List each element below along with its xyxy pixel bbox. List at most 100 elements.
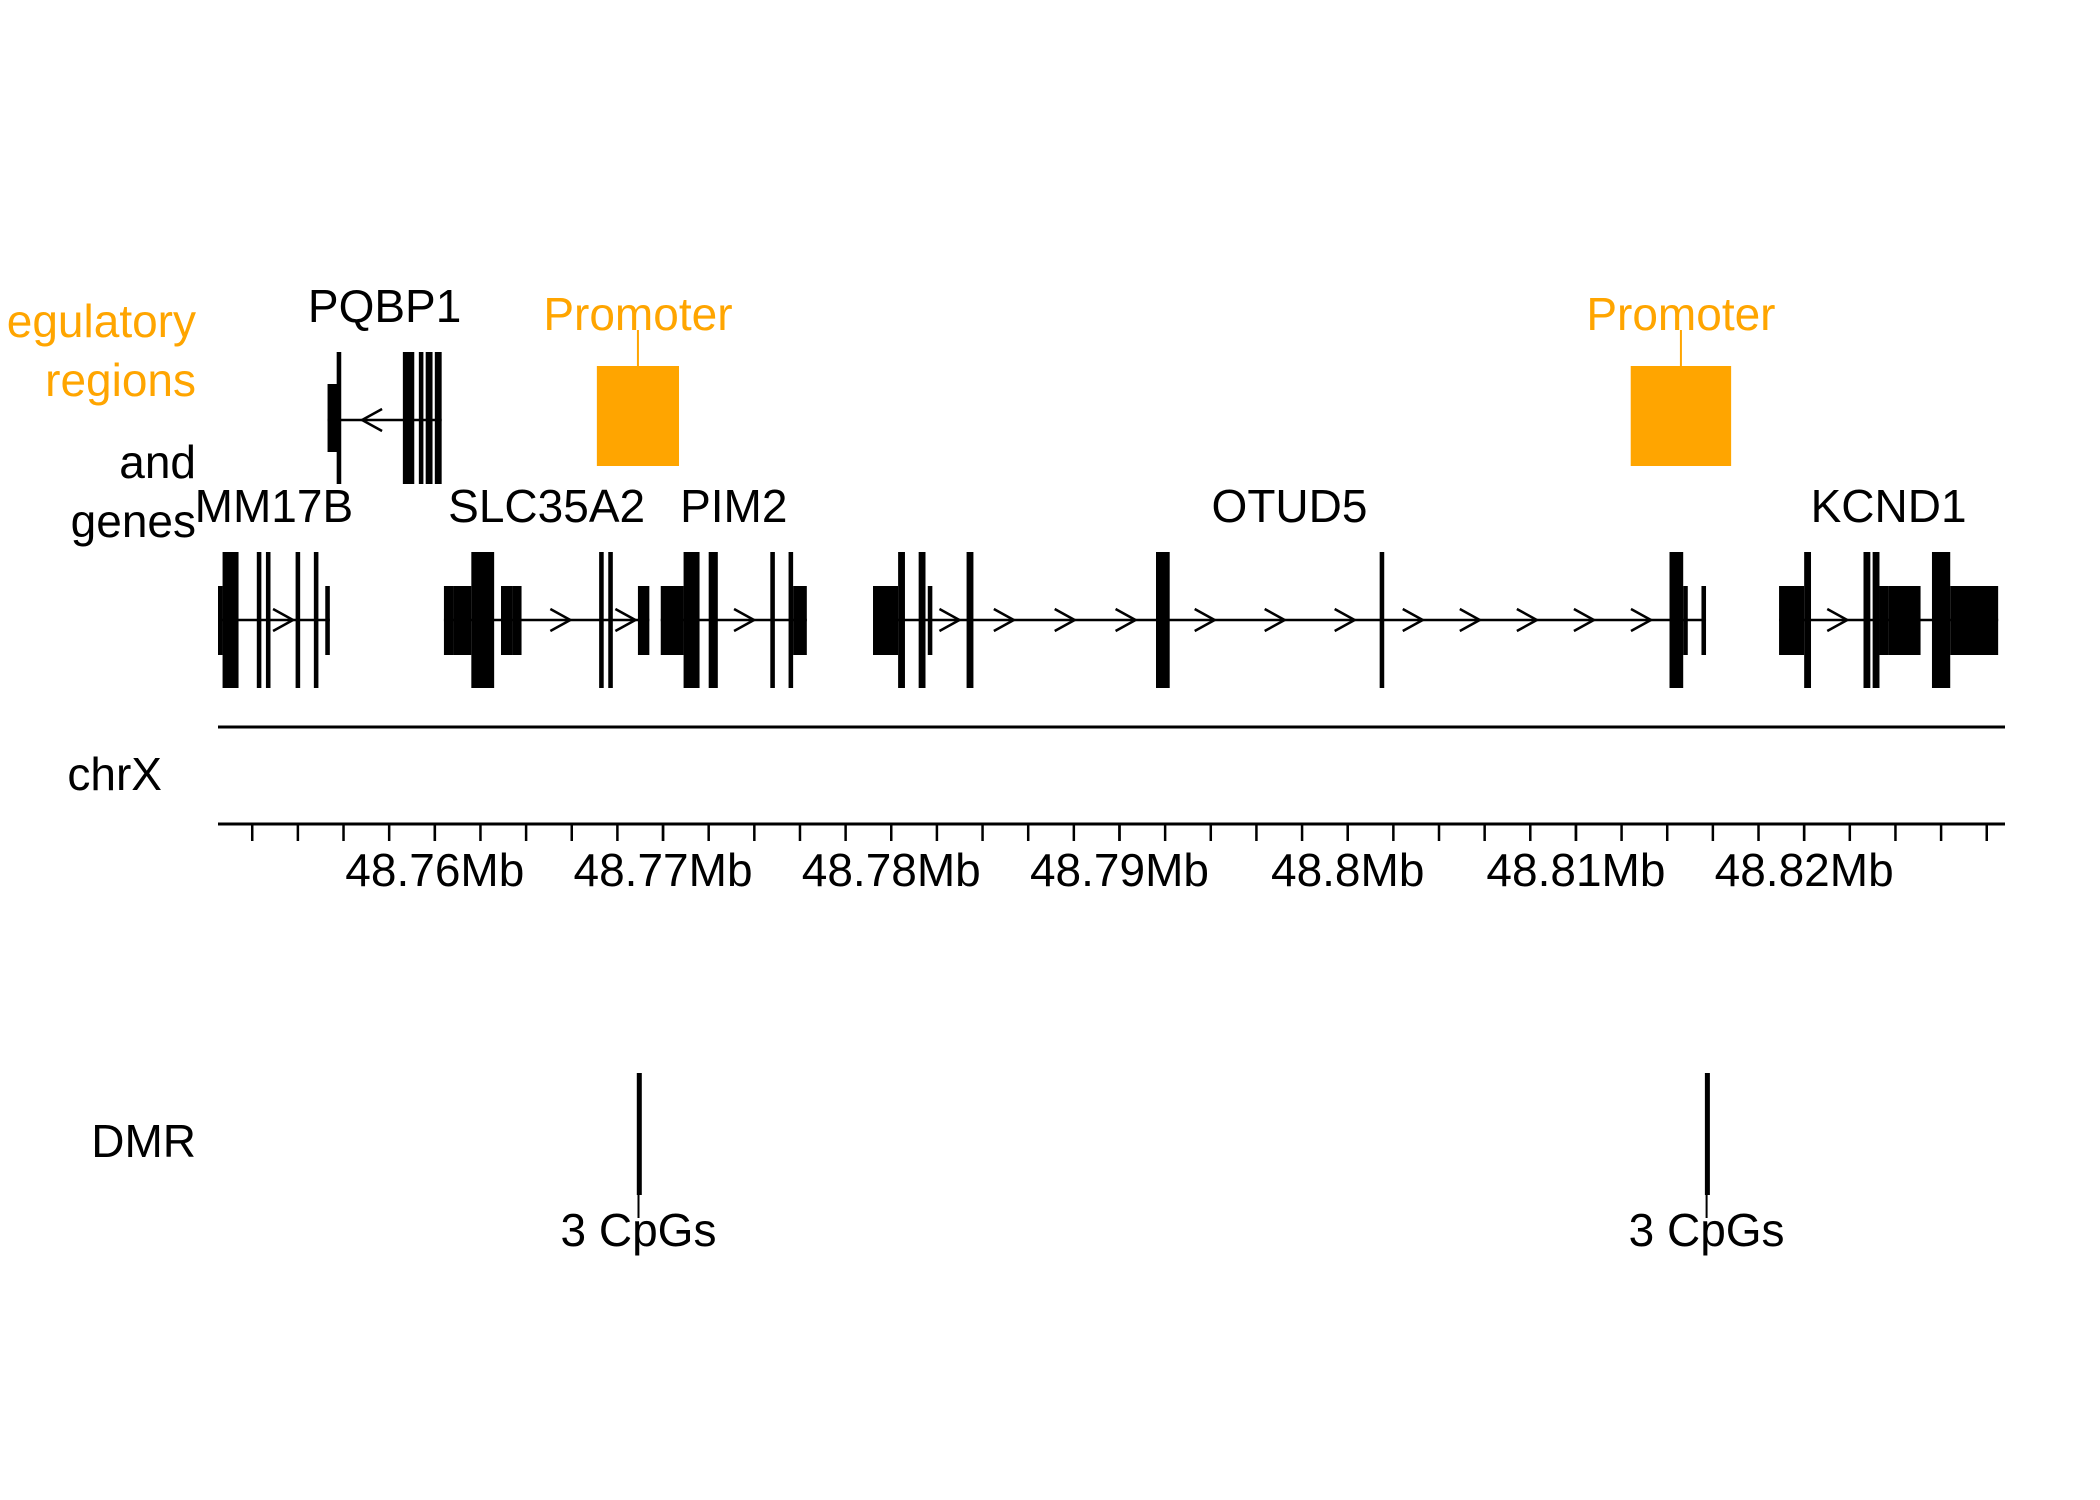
genes-label-line2: genes: [71, 495, 196, 547]
gene-exon: [788, 552, 794, 688]
gene-exon: [222, 552, 239, 688]
genes-label-line1: and: [119, 436, 196, 488]
axis-tick-label: 48.78Mb: [802, 844, 981, 896]
strand-arrow: [614, 607, 638, 633]
gene-exon: [873, 586, 899, 655]
gene-kcnd1: KCND1: [1779, 480, 1999, 688]
gene-label: MM17B: [195, 480, 353, 532]
gene-exon: [660, 586, 684, 655]
gene-exon: [1701, 586, 1707, 655]
gene-exon: [471, 552, 495, 688]
gene-exon: [1950, 586, 1999, 655]
gene-exon: [1156, 552, 1170, 688]
gene-exon: [327, 384, 339, 452]
gene-label: PIM2: [680, 480, 787, 532]
strand-arrow: [1573, 607, 1597, 633]
gene-exon: [898, 552, 905, 688]
gene-exon: [434, 352, 442, 484]
gene-exon: [425, 352, 433, 484]
dmr-label: 3 CpGs: [1629, 1204, 1785, 1256]
gene-exon: [770, 552, 775, 688]
regulatory-regions-layer: Promoter Promoter: [543, 288, 1776, 466]
genes-layer: PQBP1 MM17B SLC35A2 PIM2 OTUD5 KCND1: [195, 280, 1999, 688]
strand-arrow: [1826, 607, 1850, 633]
gene-exon: [608, 552, 613, 688]
gene-exon: [1931, 552, 1951, 688]
strand-arrow: [1334, 607, 1358, 633]
strand-arrow: [1264, 607, 1288, 633]
strand-arrow: [993, 607, 1017, 633]
gene-exon: [443, 586, 454, 655]
gene-label: KCND1: [1811, 480, 1967, 532]
gene-exon: [256, 552, 262, 688]
axis-tick-label: 48.77Mb: [574, 844, 753, 896]
gene-exon: [1669, 552, 1684, 688]
genes-track-label: and genes: [71, 436, 196, 547]
gene-exon: [599, 552, 604, 688]
promoter-box: [1630, 366, 1732, 466]
regulatory-track-label: egulatory regions: [7, 295, 196, 406]
strand-arrow: [1459, 607, 1483, 633]
promoter-box: [596, 366, 680, 466]
strand-arrow: [359, 407, 383, 433]
gene-exon: [336, 352, 342, 484]
gene-exon: [927, 586, 933, 655]
regulatory-label-line1: egulatory: [7, 295, 196, 347]
strand-arrow: [1114, 607, 1139, 633]
axis-ticks-layer: 48.76Mb 48.77Mb 48.78Mb 48.79Mb 48.8Mb 48.81M…: [250, 824, 1988, 896]
strand-arrow: [1516, 607, 1540, 633]
strand-arrow: [1194, 607, 1218, 633]
strand-arrow: [272, 607, 296, 633]
gene-exon: [265, 552, 271, 688]
gene-exon: [313, 552, 319, 688]
dmr-layer: 3 CpGs 3 CpGs: [561, 1073, 1785, 1256]
gene-exon: [966, 552, 974, 688]
gene-slc35a2: SLC35A2: [443, 480, 650, 688]
axis-tick-label: 48.81Mb: [1486, 844, 1665, 896]
gene-exon: [402, 352, 415, 484]
axis-tick-label: 48.76Mb: [345, 844, 524, 896]
gene-label: OTUD5: [1212, 480, 1368, 532]
gene-exon: [1879, 586, 1889, 655]
dmr-label: 3 CpGs: [561, 1204, 717, 1256]
dmr-track-label: DMR: [91, 1115, 196, 1167]
gene-exon: [1872, 552, 1880, 688]
gene-exon: [218, 586, 223, 655]
gene-exon: [1888, 586, 1921, 655]
dmr-bar: [1704, 1073, 1710, 1195]
regulatory-label-line2: regions: [45, 354, 196, 406]
gene-label: SLC35A2: [448, 480, 645, 532]
promoter-label: Promoter: [543, 288, 732, 340]
gene-exon: [1779, 586, 1805, 655]
axis-tick-label: 48.8Mb: [1271, 844, 1424, 896]
axis-tick-label: 48.82Mb: [1715, 844, 1894, 896]
gene-otud5: OTUD5: [873, 480, 1707, 688]
gene-exon: [793, 586, 807, 655]
strand-arrow: [549, 607, 573, 633]
dmr-bar: [636, 1073, 642, 1195]
gene-exon: [1863, 552, 1871, 688]
strand-arrow: [1630, 607, 1654, 633]
gene-exon: [295, 552, 301, 688]
gene-exon: [637, 586, 650, 655]
gene-exon: [1804, 552, 1812, 688]
gene-label: PQBP1: [308, 280, 461, 332]
gene-exon: [418, 352, 424, 484]
gene-exon: [1683, 586, 1688, 655]
gene-exon: [325, 586, 330, 655]
gene-mm17b: MM17B: [195, 480, 353, 688]
gene-pqbp1: PQBP1: [308, 280, 461, 484]
strand-arrow: [733, 607, 757, 633]
axis-tick-label: 48.79Mb: [1030, 844, 1209, 896]
strand-arrow: [1402, 607, 1426, 633]
promoter-label: Promoter: [1586, 288, 1775, 340]
gene-exon: [1379, 552, 1385, 688]
chromosome-label: chrX: [67, 748, 162, 800]
gene-exon: [708, 552, 718, 688]
gene-exon: [918, 552, 926, 688]
gene-pim2: PIM2: [660, 480, 807, 688]
gene-exon: [500, 586, 513, 655]
gene-exon: [453, 586, 472, 655]
strand-arrow: [938, 607, 963, 633]
